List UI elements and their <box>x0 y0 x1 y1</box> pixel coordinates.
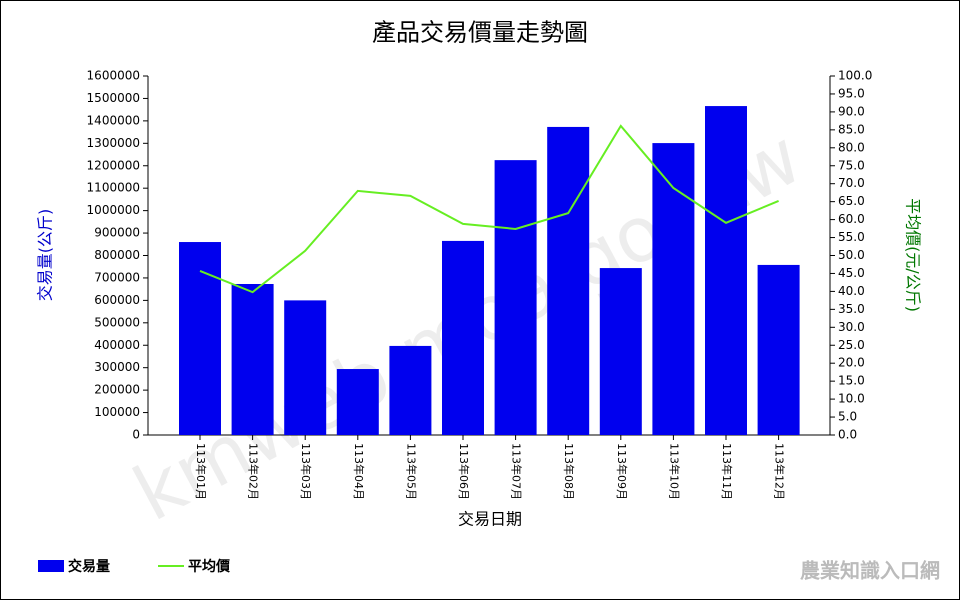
bar <box>547 126 590 435</box>
y2-tick-label: 0.0 <box>838 428 857 442</box>
y-tick-label: 1400000 <box>87 113 140 127</box>
y-tick-label: 800000 <box>94 248 140 262</box>
bar <box>336 369 379 435</box>
x-tick-label: 113年09月 <box>615 443 629 500</box>
y2-axis-title: 平均價(元/公斤) <box>904 198 923 312</box>
logo: 農業知識入口網 <box>800 559 940 583</box>
y-tick-label: 600000 <box>94 293 140 307</box>
y2-tick-label: 100.0 <box>838 69 872 83</box>
y2-tick-label: 10.0 <box>838 392 865 406</box>
x-tick-label: 113年02月 <box>247 443 261 500</box>
y2-tick-label: 60.0 <box>838 212 865 226</box>
y2-tick-label: 5.0 <box>838 410 857 424</box>
y-tick-label: 1100000 <box>87 181 140 195</box>
y-tick-label: 1000000 <box>87 203 140 217</box>
y2-tick-label: 95.0 <box>838 86 865 100</box>
y-tick-label: 100000 <box>94 405 140 419</box>
bar <box>652 143 695 435</box>
y-tick-label: 1600000 <box>87 69 140 83</box>
y2-tick-label: 15.0 <box>838 374 865 388</box>
y2-tick-label: 75.0 <box>838 158 865 172</box>
bar <box>231 283 274 435</box>
bar <box>494 160 537 435</box>
x-axis-title: 交易日期 <box>458 510 522 529</box>
x-tick-label: 113年05月 <box>404 443 418 500</box>
bar <box>705 106 747 435</box>
y-tick-label: 1500000 <box>87 91 140 105</box>
legend-swatch <box>38 560 64 572</box>
bar <box>284 300 327 435</box>
y2-tick-label: 55.0 <box>838 230 865 244</box>
y2-tick-label: 70.0 <box>838 176 865 190</box>
y2-tick-label: 80.0 <box>838 140 865 154</box>
x-tick-label: 113年12月 <box>773 443 787 500</box>
y-tick-label: 400000 <box>94 338 140 352</box>
chart-title: 產品交易價量走勢圖 <box>372 19 588 47</box>
x-tick-label: 113年01月 <box>194 443 208 500</box>
y-axis-title: 交易量(公斤) <box>36 209 55 302</box>
y-tick-label: 0 <box>132 428 140 442</box>
x-tick-label: 113年03月 <box>299 443 313 500</box>
y-tick-label: 500000 <box>94 315 140 329</box>
y-tick-label: 1200000 <box>87 158 140 172</box>
legend-label: 交易量 <box>68 558 110 575</box>
x-tick-label: 113年08月 <box>562 443 576 500</box>
y2-tick-label: 45.0 <box>838 266 865 280</box>
y-tick-label: 200000 <box>94 383 140 397</box>
y-tick-label: 300000 <box>94 360 140 374</box>
x-tick-label: 113年06月 <box>457 443 471 500</box>
y2-tick-label: 65.0 <box>838 194 865 208</box>
bar <box>179 242 221 435</box>
legend-label: 平均價 <box>188 558 231 575</box>
bar <box>389 345 432 435</box>
bar <box>442 240 484 435</box>
y-tick-label: 900000 <box>94 226 140 240</box>
bar <box>757 264 800 435</box>
line <box>199 124 779 294</box>
x-tick-label: 113年11月 <box>720 443 734 500</box>
y2-tick-label: 90.0 <box>838 104 865 118</box>
y2-tick-label: 30.0 <box>838 320 865 334</box>
y2-tick-label: 40.0 <box>838 284 865 298</box>
bar <box>599 268 642 435</box>
y-tick-label: 700000 <box>94 270 140 284</box>
y2-tick-label: 85.0 <box>838 122 865 136</box>
x-tick-label: 113年10月 <box>667 443 681 500</box>
x-tick-label: 113年04月 <box>352 443 366 500</box>
y2-tick-label: 35.0 <box>838 302 865 316</box>
y2-tick-label: 50.0 <box>838 248 865 262</box>
y2-tick-label: 25.0 <box>838 338 865 352</box>
x-tick-label: 113年07月 <box>510 443 524 500</box>
y-tick-label: 1300000 <box>87 136 140 150</box>
y2-tick-label: 20.0 <box>838 356 865 370</box>
